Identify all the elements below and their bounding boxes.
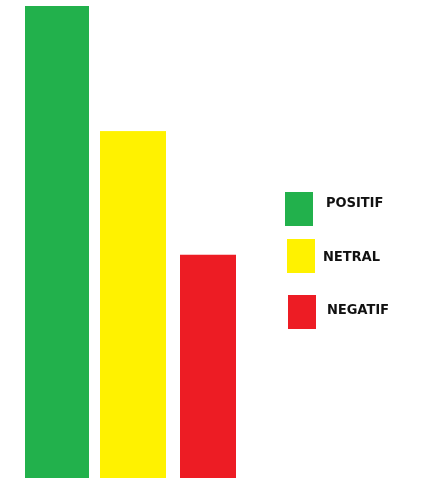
legend-label-netral: NETRAL: [323, 250, 380, 265]
legend: POSITIF NETRAL NEGATIF: [285, 192, 389, 329]
legend-label-negatif: NEGATIF: [327, 303, 389, 318]
legend-swatch-netral: [287, 239, 315, 273]
bar-netral: [100, 131, 166, 478]
legend-label-positif: POSITIF: [326, 196, 383, 211]
bar-negatif: [180, 254, 236, 478]
legend-swatch-positif: [285, 192, 313, 226]
bar-positif: [25, 6, 89, 478]
bars-group: [25, 6, 236, 478]
legend-swatch-negatif: [288, 295, 316, 329]
